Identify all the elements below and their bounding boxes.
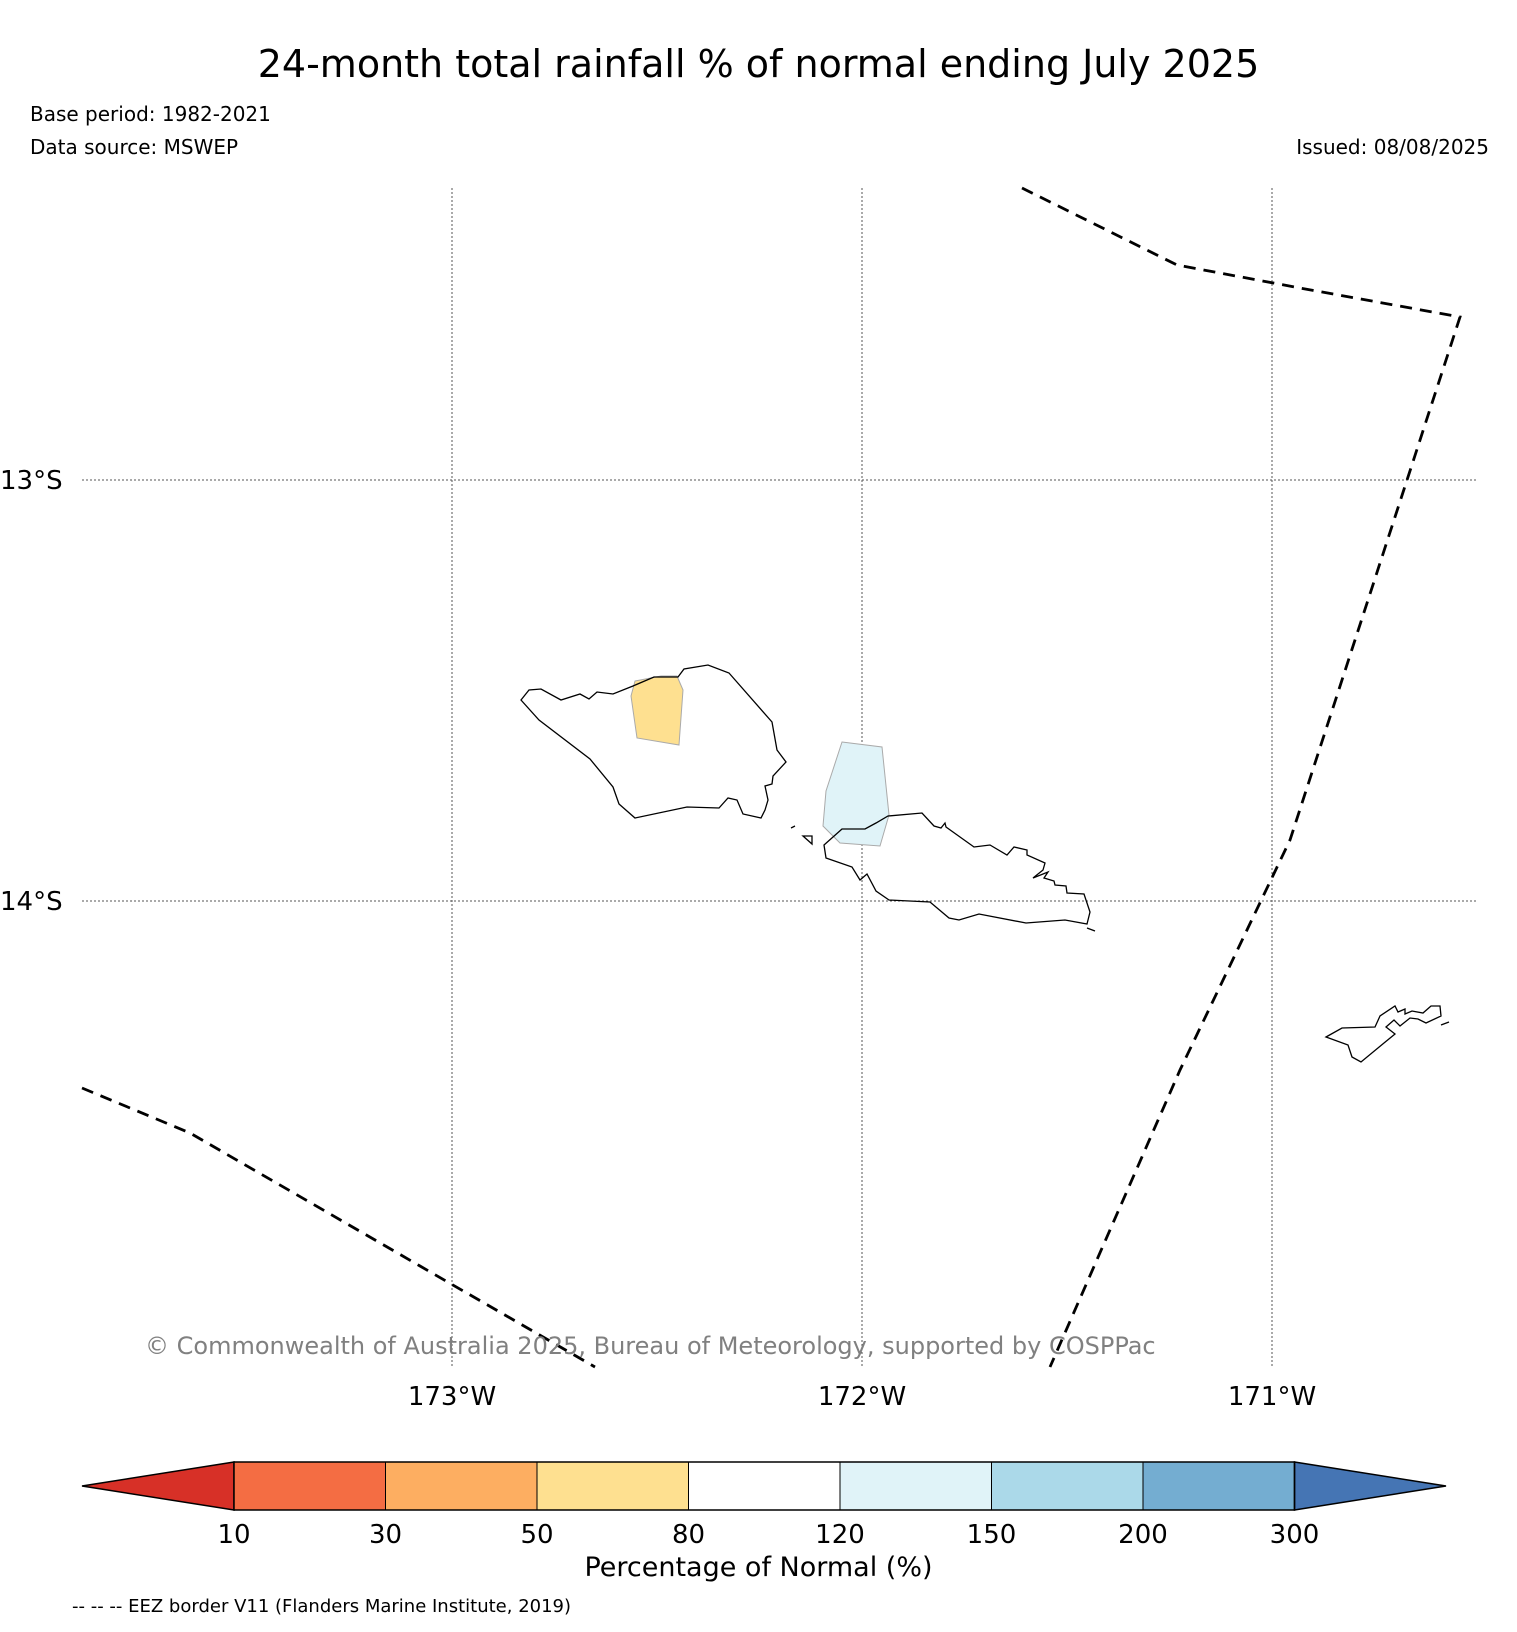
colorbar-tick-label: 200 xyxy=(1118,1520,1168,1550)
colorbar-segment xyxy=(233,1461,386,1511)
islet-apolima xyxy=(790,825,796,829)
data-source-text: Data source: MSWEP xyxy=(30,135,239,159)
colorbar-segment xyxy=(1142,1461,1295,1511)
island-savaii-coastline xyxy=(520,664,787,819)
eez-border-northeast xyxy=(1021,186,1462,1368)
islet-aunuu xyxy=(1440,1021,1450,1026)
eez-border-southwest xyxy=(81,1086,596,1369)
colorbar-tick-label: 150 xyxy=(967,1520,1017,1550)
copyright-notice: © Commonwealth of Australia 2025, Bureau… xyxy=(145,1332,1156,1360)
shaded-region-above-normal xyxy=(822,741,890,847)
colorbar-extend-low xyxy=(81,1461,235,1511)
colorbar-title: Percentage of Normal (%) xyxy=(584,1552,933,1583)
gridlines xyxy=(82,188,1478,1367)
colorbar-segment xyxy=(385,1461,538,1511)
lon-label-173w: 173°W xyxy=(408,1382,496,1412)
colorbar-tick-label: 30 xyxy=(369,1520,402,1550)
island-manono-coastline xyxy=(801,835,813,846)
colorbar-segment xyxy=(991,1461,1144,1511)
colorbar-segment xyxy=(688,1461,841,1511)
lat-label-13s: 13°S xyxy=(0,466,63,496)
islet-east-upolu xyxy=(1086,927,1096,932)
coastlines xyxy=(520,664,1450,1063)
island-tutuila-coastline xyxy=(1324,1005,1442,1063)
eez-borders xyxy=(81,186,1462,1369)
colorbar-tick-label: 50 xyxy=(520,1520,553,1550)
colorbar-extend-high xyxy=(1293,1461,1447,1511)
island-upolu-coastline xyxy=(823,812,1091,925)
colorbar-segment xyxy=(536,1461,689,1511)
base-period-text: Base period: 1982-2021 xyxy=(30,102,271,126)
issued-date-text: Issued: 08/08/2025 xyxy=(1296,135,1489,159)
colorbar-border xyxy=(233,1461,1296,1511)
colorbar-tick-label: 300 xyxy=(1270,1520,1320,1550)
colorbar-tick-label: 10 xyxy=(217,1520,250,1550)
colorbar: 10 30 50 80 120 150 200 300 xyxy=(81,1461,1447,1550)
lon-label-171w: 171°W xyxy=(1228,1382,1316,1412)
colorbar-segment xyxy=(839,1461,992,1511)
colorbar-tick-label: 80 xyxy=(672,1520,705,1550)
lon-label-172w: 172°W xyxy=(818,1382,906,1412)
chart-title: 24-month total rainfall % of normal endi… xyxy=(257,42,1260,86)
eez-border-note: -- -- -- EEZ border V11 (Flanders Marine… xyxy=(72,1596,572,1617)
colorbar-tick-label: 120 xyxy=(815,1520,865,1550)
lat-label-14s: 14°S xyxy=(0,887,63,917)
shaded-region-below-normal xyxy=(630,675,684,746)
